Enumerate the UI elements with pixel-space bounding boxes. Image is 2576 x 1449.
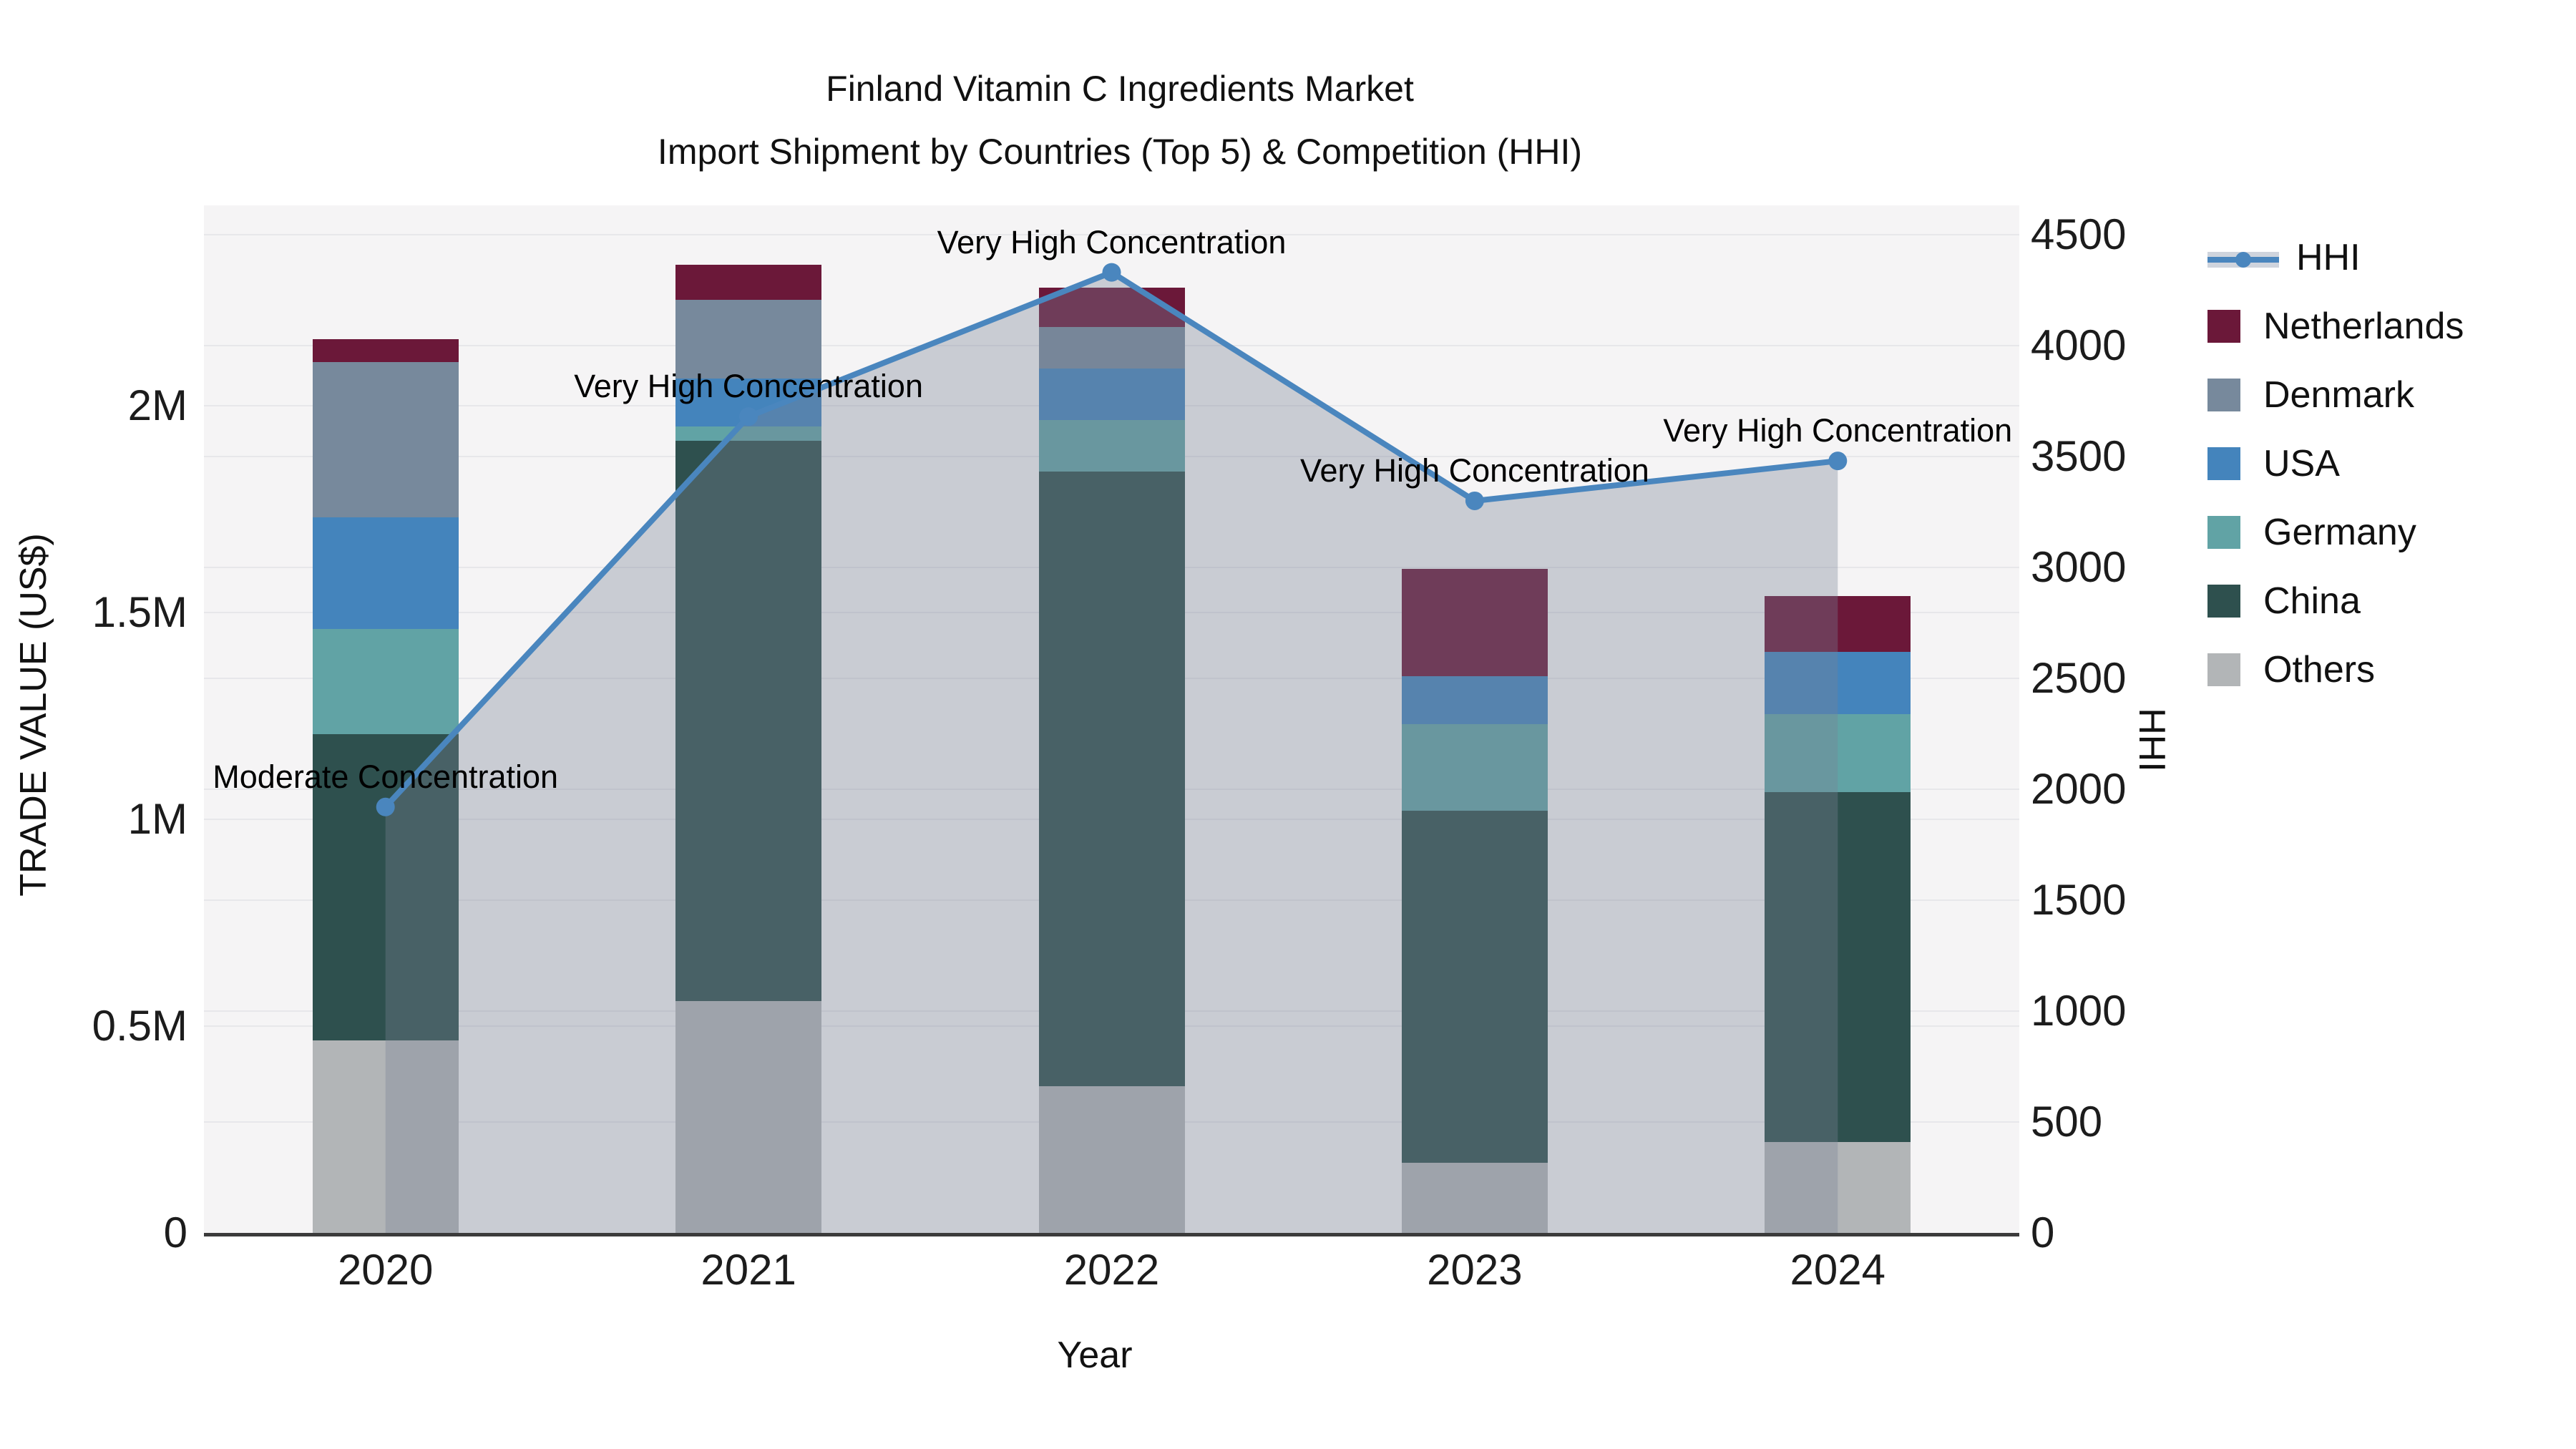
bar-segment-usa-2023 (1401, 676, 1548, 724)
y-right-tick-500: 500 (2031, 1097, 2103, 1146)
legend-swatch-icon (2207, 447, 2240, 480)
legend-swatch-icon (2207, 653, 2240, 686)
bar-segment-usa-2024 (1765, 651, 1911, 714)
legend-label: Germany (2263, 512, 2416, 553)
hhi-marker-2024 (1828, 452, 1848, 471)
hhi-marker-2022 (1102, 263, 1121, 282)
y-left-tick-0: 0 (163, 1209, 187, 1257)
legend-swatch-icon (2207, 310, 2240, 343)
bar-segment-china-2020 (312, 734, 459, 1041)
y-right-tick-3500: 3500 (2031, 431, 2127, 480)
bar-segment-china-2023 (1401, 811, 1548, 1163)
y-right-tick-4000: 4000 (2031, 321, 2127, 369)
y-right-tick-1500: 1500 (2031, 875, 2127, 924)
x-tick-2021: 2021 (701, 1246, 796, 1294)
plot-area (204, 205, 2019, 1236)
x-tick-2024: 2024 (1790, 1246, 1886, 1294)
bar-segment-others-2023 (1401, 1162, 1548, 1233)
legend-label: USA (2263, 443, 2340, 484)
legend-swatch-icon (2207, 585, 2240, 618)
bar-segment-germany-2021 (675, 426, 822, 441)
x-tick-2023: 2023 (1427, 1246, 1523, 1294)
y-left-tick-1M: 1M (127, 794, 187, 843)
legend-item-others[interactable]: Others (2207, 635, 2464, 704)
bar-segment-others-2024 (1765, 1141, 1911, 1233)
y-right-tick-1000: 1000 (2031, 986, 2127, 1035)
y-left-tick-1.5M: 1.5M (92, 587, 187, 636)
legend-label: HHI (2296, 237, 2361, 278)
hhi-line-swatch-icon (2207, 241, 2279, 274)
bar-segment-denmark-2022 (1038, 326, 1185, 369)
legend-item-hhi[interactable]: HHI (2207, 223, 2464, 292)
bar-segment-others-2022 (1038, 1085, 1185, 1233)
legend-label: Denmark (2263, 374, 2414, 416)
legend: HHI Netherlands Denmark USA Germany China Othe… (2207, 223, 2464, 704)
bar-segment-germany-2023 (1401, 723, 1548, 811)
bar-segment-china-2021 (675, 440, 822, 1002)
legend-label: China (2263, 580, 2361, 622)
y-right-tick-3000: 3000 (2031, 542, 2127, 591)
hhi-marker-2021 (739, 407, 758, 426)
bar-segment-china-2022 (1038, 472, 1185, 1086)
chart-title-line2: Import Shipment by Countries (Top 5) & C… (657, 132, 1583, 172)
bar-segment-others-2021 (675, 1001, 822, 1233)
y-axis-left-title: TRADE VALUE (US$) (13, 533, 54, 897)
legend-item-denmark[interactable]: Denmark (2207, 361, 2464, 429)
legend-swatch-icon (2207, 516, 2240, 549)
chart-title: Finland Vitamin C Ingredients Market Imp… (0, 57, 2240, 183)
bar-segment-netherlands-2024 (1765, 595, 1911, 652)
y-right-tick-4500: 4500 (2031, 210, 2127, 258)
bar-segment-netherlands-2020 (312, 339, 459, 363)
legend-item-germany[interactable]: Germany (2207, 498, 2464, 567)
legend-item-usa[interactable]: USA (2207, 429, 2464, 498)
y-left-tick-0.5M: 0.5M (92, 1001, 187, 1050)
x-tick-2020: 2020 (337, 1246, 434, 1294)
y-right-tick-2500: 2500 (2031, 653, 2127, 702)
chart-title-line1: Finland Vitamin C Ingredients Market (826, 69, 1414, 109)
legend-swatch-icon (2207, 379, 2240, 411)
bar-segment-germany-2024 (1765, 713, 1911, 793)
hhi-marker-2020 (376, 797, 395, 816)
legend-item-netherlands[interactable]: Netherlands (2207, 292, 2464, 361)
hhi-marker-2023 (1465, 491, 1484, 510)
bar-segment-netherlands-2023 (1401, 569, 1548, 677)
x-axis-title: Year (1057, 1335, 1133, 1376)
bar-segment-usa-2020 (312, 517, 459, 629)
bar-segment-denmark-2021 (675, 300, 822, 379)
gridline (204, 233, 2019, 235)
legend-label: Others (2263, 649, 2376, 691)
bar-segment-china-2024 (1765, 792, 1911, 1142)
bar-segment-others-2020 (312, 1040, 459, 1233)
legend-label: Netherlands (2263, 306, 2464, 347)
bar-segment-germany-2022 (1038, 420, 1185, 472)
hhi-line-layer (376, 263, 1848, 1233)
legend-item-china[interactable]: China (2207, 567, 2464, 635)
y-right-tick-2000: 2000 (2031, 764, 2127, 813)
bar-segment-usa-2022 (1038, 368, 1185, 421)
bar-segment-netherlands-2021 (675, 265, 822, 301)
bar-segment-germany-2020 (312, 628, 459, 735)
y-left-tick-2M: 2M (127, 381, 187, 429)
y-right-tick-0: 0 (2031, 1209, 2055, 1257)
x-tick-2022: 2022 (1063, 1246, 1160, 1294)
hhi-area-fill (385, 272, 1838, 1233)
bar-segment-denmark-2020 (312, 362, 459, 517)
